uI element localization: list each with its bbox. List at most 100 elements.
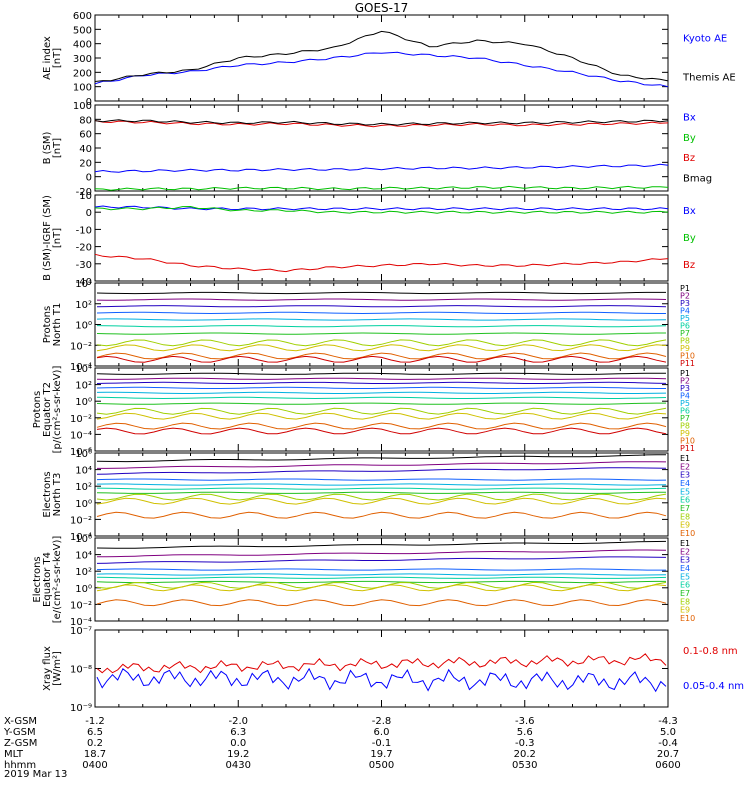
panel-bi: 10 0 -10 -20 -30 -40 B (SM)-IGRF (SM) [nT] Bx By B… — [42, 191, 696, 288]
legend-entry: E3 — [680, 471, 690, 480]
panel-ae: 600 500 400 300 200 100 0 AE index [nT] Kyoto AE T… — [42, 11, 736, 108]
legend-entry: P6 — [680, 407, 690, 416]
ephemeris-value: 20.7 — [657, 749, 679, 760]
legend-entry: E7 — [680, 504, 690, 513]
legend-entry: P3 — [680, 384, 690, 393]
y-axis-label-line: Equator T2 — [42, 382, 53, 437]
legend-entry: P5 — [680, 314, 690, 323]
channel-line — [96, 580, 666, 584]
y-axis-label-line: North T1 — [52, 303, 63, 347]
channel-line — [96, 568, 666, 571]
channel-line — [97, 461, 667, 469]
legend-entry: P11 — [680, 359, 695, 368]
ephemeris-value: 0.0 — [230, 738, 246, 749]
ephemeris-value: -4.3 — [658, 716, 678, 727]
y-tick-label: 600 — [73, 11, 92, 22]
y-tick-label: 10⁻⁴ — [70, 362, 92, 373]
ephemeris-value: -0.1 — [372, 738, 392, 749]
legend-entry: E10 — [680, 529, 695, 538]
legend-entry: P2 — [680, 292, 690, 301]
y-axis-label-line: [nT] — [52, 48, 63, 68]
legend-entry: E4 — [680, 564, 690, 573]
legend-entry: By — [683, 233, 696, 244]
y-axis-label-line: [nT] — [52, 138, 63, 158]
y-tick-label: 10⁻² — [70, 600, 92, 611]
panel-ee: 10⁶ 10⁴ 10² 10⁰ 10⁻² 10⁻⁴ Electrons Equator T4[… — [32, 534, 695, 628]
ephemeris-row-label: MLT — [4, 749, 24, 760]
channel-line — [96, 396, 667, 400]
series-line-themis-ae — [94, 30, 669, 82]
ephemeris-value: 0530 — [512, 760, 537, 771]
panel-frame — [94, 367, 669, 452]
xray-flux-line — [96, 667, 667, 693]
legend-entry: P8 — [680, 337, 690, 346]
ephemeris-value: 0500 — [369, 760, 394, 771]
y-tick-label: 400 — [73, 40, 92, 51]
legend-entry: E9 — [680, 606, 690, 615]
legend-entry: Bmag — [683, 174, 712, 185]
channel-line — [96, 599, 667, 607]
legend-entry: P7 — [680, 414, 690, 423]
y-tick-label: 500 — [73, 25, 92, 36]
y-tick-label: 10⁻² — [70, 414, 92, 425]
channel-line — [96, 556, 667, 564]
ephemeris-value: 0.2 — [87, 738, 103, 749]
y-axis-label: Electrons Equator T4 [e/(cm²-s-sr-keV)] — [32, 536, 63, 624]
y-axis-label: Electrons North T3 — [42, 471, 63, 517]
legend-entry: E6 — [680, 581, 690, 590]
y-tick-label: 10⁻⁹ — [70, 703, 92, 714]
series-line-bz — [94, 253, 669, 273]
channel-line — [96, 381, 667, 384]
channel-line — [96, 412, 667, 420]
ephemeris-value: 18.7 — [84, 749, 106, 760]
y-tick-label: 10⁴ — [75, 551, 92, 562]
y-tick-label: 10⁻⁴ — [70, 532, 92, 543]
channel-line — [96, 511, 667, 519]
ephemeris-value: 0400 — [82, 760, 107, 771]
y-tick-label: 10² — [75, 381, 92, 392]
y-tick-label: 200 — [73, 68, 92, 79]
y-axis-label: Xray flux [W/m²] — [42, 646, 63, 691]
y-axis-label-line: B (SM) — [42, 131, 53, 164]
series-line-kyoto-ae — [94, 51, 669, 88]
y-axis-label: Protons North T1 — [42, 303, 63, 347]
ephemeris-value: 20.2 — [514, 749, 536, 760]
y-tick-label: 10⁻⁴ — [70, 430, 92, 441]
y-tick-label: -20 — [76, 187, 92, 198]
channel-line — [96, 291, 666, 295]
channel-line — [96, 391, 667, 394]
ephemeris-value: -0.4 — [658, 738, 678, 749]
ephemeris-value: -0.3 — [515, 738, 535, 749]
channel-line — [96, 298, 667, 301]
legend-entry: P2 — [680, 377, 690, 386]
legend-entry: E5 — [680, 487, 690, 496]
y-tick-label: 100 — [73, 83, 92, 94]
ephemeris-value: 0430 — [226, 760, 251, 771]
y-axis-label: AE index [nT] — [42, 36, 63, 80]
ephemeris-value: 0600 — [655, 760, 680, 771]
panel-xr: 10⁻⁷ 10⁻⁸ 10⁻⁹ Xray flux [W/m²] 0.1-0.8 nm 0.0… — [42, 626, 744, 714]
ephemeris-row-label: Z-GSM — [4, 738, 37, 749]
series-line-by — [94, 185, 669, 191]
ephemeris-row-label: X-GSM — [4, 716, 37, 727]
legend-entry: E8 — [680, 512, 690, 521]
legend-entry: Themis AE — [682, 73, 736, 84]
y-tick-label: 10 — [79, 191, 92, 202]
legend-entry: P9 — [680, 429, 690, 438]
y-axis-label-line: Protons — [32, 391, 43, 428]
channel-line — [96, 540, 667, 549]
y-axis-label-line: [p/(cm²-s-sr-keV)] — [52, 366, 63, 454]
legend-entry: P4 — [680, 392, 690, 401]
legend-entry: P11 — [680, 444, 695, 453]
channel-line — [96, 305, 667, 308]
y-tick-label: -40 — [76, 277, 92, 288]
y-tick-label: 0 — [86, 173, 92, 184]
channel-line — [96, 497, 667, 505]
legend-entry: E2 — [680, 547, 690, 556]
y-tick-label: -30 — [76, 260, 92, 271]
y-tick-label: 10⁴ — [75, 364, 92, 375]
channel-line — [96, 377, 667, 380]
y-axis-label-line: [e/(cm²-s-sr-keV)] — [52, 536, 63, 624]
